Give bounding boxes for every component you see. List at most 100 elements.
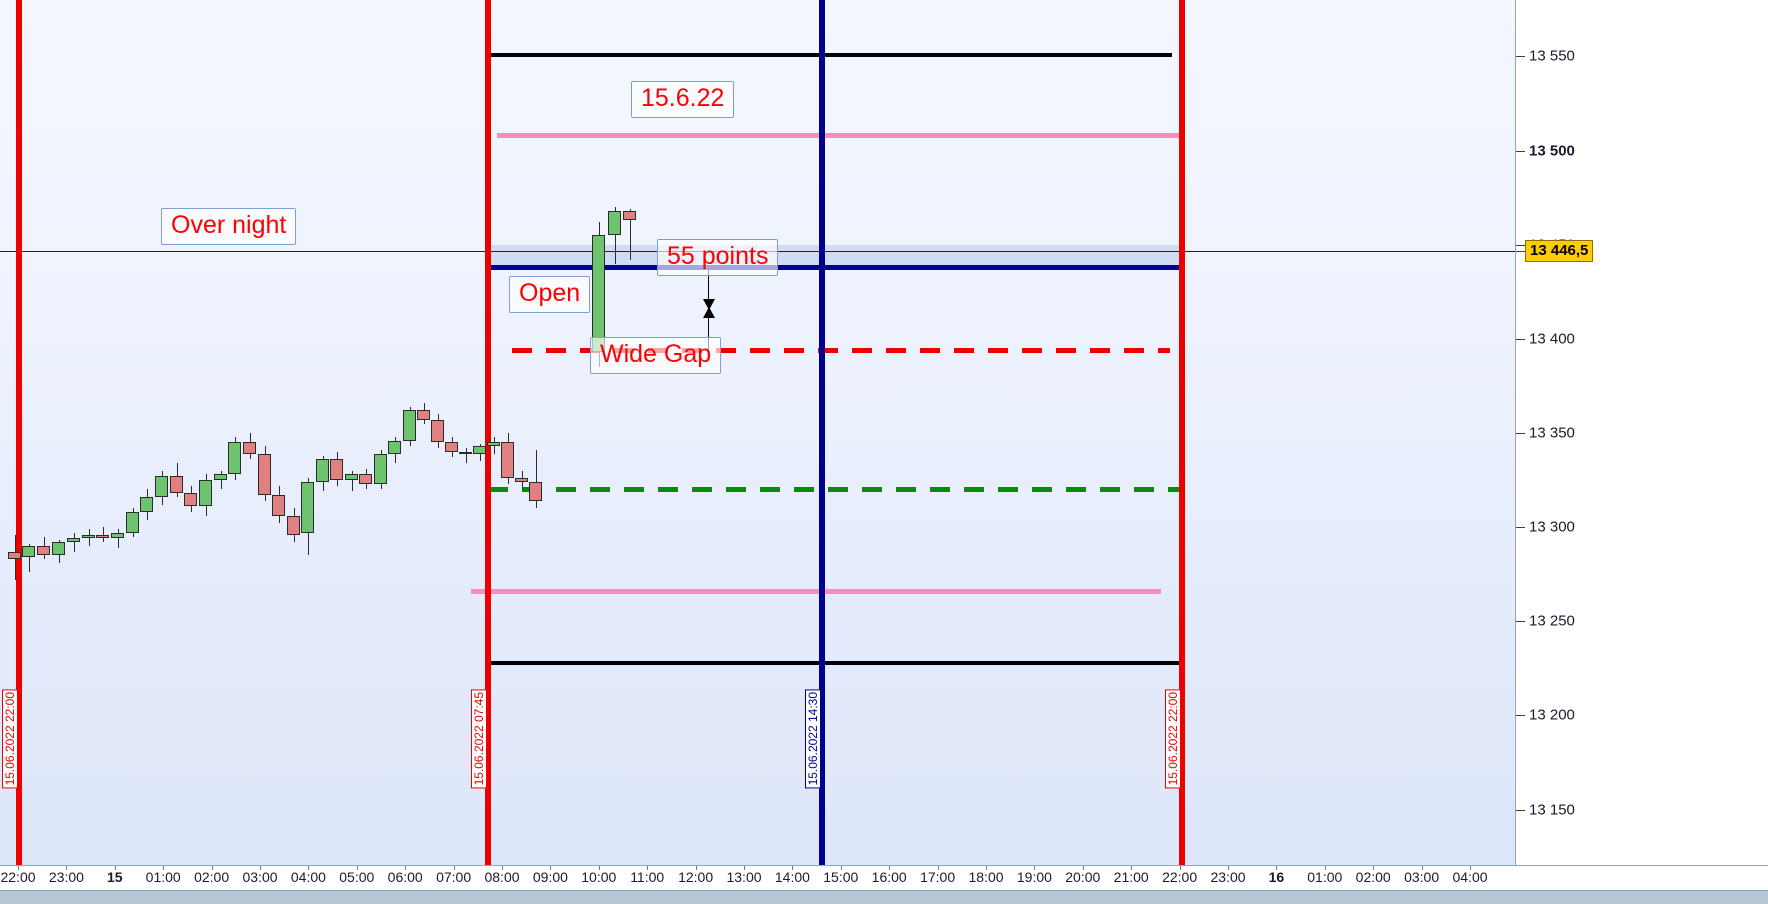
- time-tick-label: 14:00: [774, 869, 810, 885]
- time-tick-label: 01:00: [1307, 869, 1343, 885]
- blue-time-line[interactable]: [818, 0, 825, 866]
- candle-body-bullish[interactable]: [199, 480, 212, 507]
- lower-black-line[interactable]: [488, 660, 1184, 665]
- upper-pink-line[interactable]: [497, 133, 1184, 139]
- time-tick-label: 15: [107, 869, 123, 885]
- candle-body-bullish[interactable]: [228, 442, 241, 475]
- time-tick: [937, 866, 939, 870]
- candle-body-bullish[interactable]: [155, 476, 168, 497]
- open-label[interactable]: Open: [509, 276, 591, 313]
- time-tick-label: 08:00: [484, 869, 520, 885]
- candle-body-bullish[interactable]: [388, 440, 401, 454]
- time-tick: [1470, 866, 1471, 870]
- candle-body-bearish[interactable]: [184, 493, 197, 507]
- price-tick-label: 13 550: [1529, 47, 1575, 65]
- candle-body-bullish[interactable]: [214, 474, 227, 481]
- candle-body-bullish[interactable]: [608, 210, 621, 236]
- candle-body-bullish[interactable]: [82, 534, 95, 539]
- candle-body-bullish[interactable]: [473, 446, 486, 454]
- time-axis[interactable]: 22:00 23:00 15 01:00 02:00 03:00 04:00 05:00 06:…: [0, 866, 1516, 890]
- candle-body-bearish[interactable]: [529, 481, 542, 501]
- session-start-red-line[interactable]: [15, 0, 22, 866]
- price-tick: [1516, 150, 1525, 152]
- candle-body-bearish[interactable]: [501, 442, 514, 479]
- open-red-line[interactable]: [485, 0, 492, 866]
- overnight-label[interactable]: Over night: [161, 208, 297, 245]
- candle-body-bullish[interactable]: [126, 512, 139, 533]
- time-tick-label: 12:00: [678, 869, 714, 885]
- candle-body-bullish[interactable]: [592, 235, 605, 353]
- red-dashed-open-line[interactable]: [512, 347, 1171, 353]
- points-label[interactable]: 55 points: [657, 239, 779, 276]
- date-label[interactable]: 15.6.22: [631, 81, 735, 118]
- candle-body-bearish[interactable]: [330, 459, 343, 481]
- candle-body-bearish[interactable]: [96, 534, 109, 539]
- time-tick-label: 22:00: [0, 869, 36, 885]
- candle-body-bearish[interactable]: [623, 210, 636, 221]
- candle-wick: [117, 529, 119, 548]
- time-tick: [1373, 866, 1375, 870]
- time-tick-label: 23:00: [48, 869, 84, 885]
- time-tick: [744, 866, 745, 870]
- candle-body-bullish[interactable]: [111, 532, 124, 539]
- session-end-red-line-label: 15.06.2022 22:00: [1165, 689, 1182, 789]
- candle-body-bullish[interactable]: [487, 442, 500, 447]
- candle-body-bullish[interactable]: [22, 545, 35, 558]
- chart-plot-area[interactable]: 15.06.2022 22:00 15.06.2022 07:45 15.06.20…: [0, 0, 1516, 866]
- time-tick: [1228, 866, 1229, 870]
- candle-body-bearish[interactable]: [272, 495, 285, 516]
- session-end-red-line[interactable]: [1179, 0, 1186, 866]
- time-tick: [260, 866, 261, 870]
- time-tick: [598, 866, 600, 870]
- candle-body-bearish[interactable]: [170, 476, 183, 494]
- candle-body-bearish[interactable]: [37, 545, 50, 556]
- time-tick-label: 16:00: [871, 869, 907, 885]
- upper-black-line[interactable]: [488, 52, 1172, 57]
- candle-body-bearish[interactable]: [258, 453, 271, 496]
- candle-body-bearish[interactable]: [8, 551, 21, 560]
- green-dashed-line[interactable]: [488, 486, 1184, 492]
- candle-body-bearish[interactable]: [431, 419, 444, 443]
- bottom-toolbar[interactable]: [0, 890, 1768, 904]
- time-tick: [405, 866, 407, 870]
- candle-body-bearish[interactable]: [243, 442, 256, 454]
- candle-body-bearish[interactable]: [287, 515, 300, 535]
- last-price-tick: [1516, 251, 1525, 253]
- candle-body-bearish[interactable]: [459, 451, 472, 454]
- candle-wick: [465, 448, 467, 464]
- time-tick: [1421, 866, 1423, 870]
- candle-wick: [614, 207, 616, 264]
- price-tick-label: 13 350: [1529, 424, 1575, 442]
- price-tick: [1516, 338, 1525, 340]
- candle-body-bullish[interactable]: [67, 538, 80, 543]
- candle-body-bullish[interactable]: [316, 459, 329, 482]
- time-tick: [114, 866, 116, 870]
- candle-body-bullish[interactable]: [140, 497, 153, 513]
- price-tick: [1516, 527, 1525, 529]
- blue-resistance-line[interactable]: [488, 264, 1184, 270]
- candle-body-bullish[interactable]: [345, 474, 358, 481]
- candle-body-bearish[interactable]: [515, 478, 528, 482]
- candle-body-bullish[interactable]: [52, 542, 65, 556]
- candle-wick: [220, 470, 222, 490]
- time-tick-label: 03:00: [242, 869, 278, 885]
- time-tick: [18, 866, 19, 870]
- time-tick: [1179, 866, 1181, 870]
- time-tick-label: 03:00: [1404, 869, 1440, 885]
- time-tick: [889, 866, 891, 870]
- candle-body-bullish[interactable]: [374, 453, 387, 484]
- candle-body-bullish[interactable]: [301, 481, 314, 533]
- candle-body-bearish[interactable]: [445, 442, 458, 452]
- widegap-label[interactable]: Wide Gap: [590, 337, 722, 374]
- candle-wick: [73, 532, 75, 552]
- time-tick: [453, 866, 455, 870]
- time-tick: [792, 866, 794, 870]
- candle-body-bearish[interactable]: [359, 474, 372, 484]
- lower-pink-line[interactable]: [471, 588, 1162, 594]
- candle-body-bullish[interactable]: [403, 410, 416, 441]
- time-tick-label: 13:00: [726, 869, 762, 885]
- candle-body-bearish[interactable]: [417, 410, 430, 420]
- price-tick: [1516, 715, 1525, 717]
